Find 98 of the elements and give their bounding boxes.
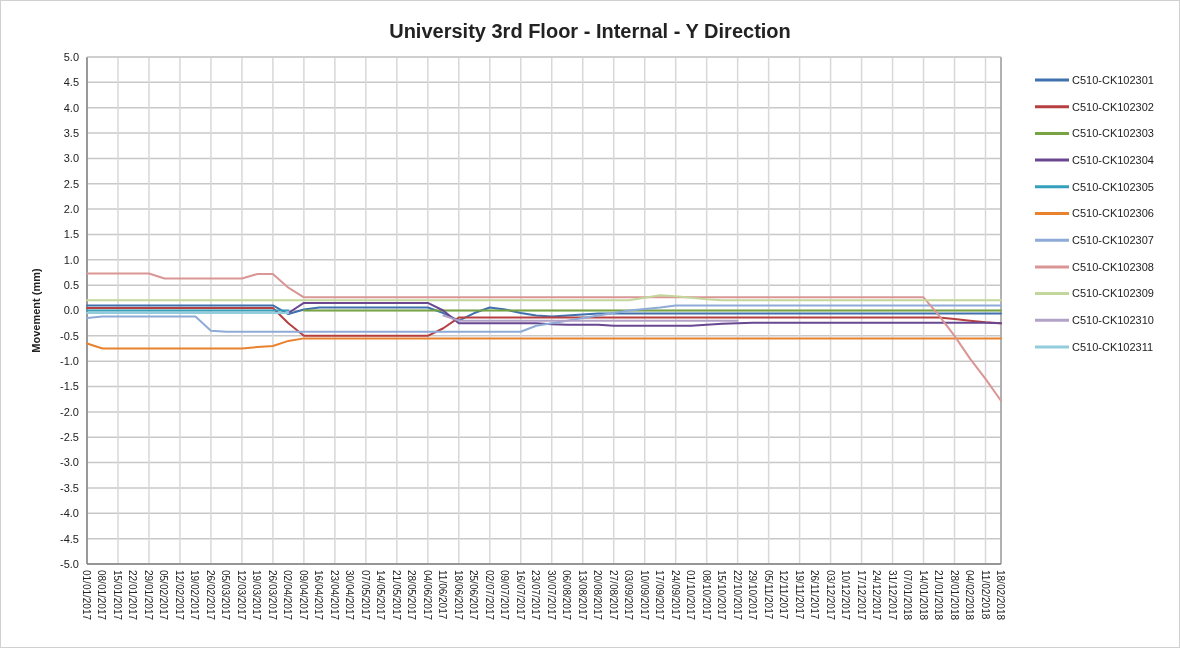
x-tick-label: 29/10/2017	[747, 570, 759, 621]
x-tick-label: 01/10/2017	[685, 570, 697, 621]
x-tick-label: 04/02/2018	[964, 570, 976, 621]
x-tick-label: 24/12/2017	[871, 570, 883, 621]
x-tick-label: 11/02/2018	[979, 570, 991, 620]
x-tick-label: 05/02/2017	[158, 570, 170, 621]
x-tick-label: 08/10/2017	[700, 570, 712, 621]
y-tick-label: 0.5	[63, 279, 79, 291]
x-tick-label: 09/04/2017	[297, 570, 309, 621]
line-series	[86, 337, 1002, 350]
y-tick-label: -1.5	[60, 380, 79, 393]
chart-title: University 3rd Floor - Internal - Y Direction	[389, 20, 791, 42]
x-tick-label: 10/09/2017	[638, 570, 650, 621]
y-tick-label: 3.5	[63, 126, 79, 139]
x-tick-label: 13/08/2017	[576, 570, 588, 621]
line-series	[86, 272, 1002, 402]
x-tick-label: 09/07/2017	[499, 570, 511, 621]
x-tick-label: 29/01/2017	[142, 570, 154, 621]
x-tick-label: 28/05/2017	[406, 570, 418, 621]
y-tick-label: -5.0	[60, 557, 79, 570]
x-tick-label: 25/06/2017	[468, 570, 480, 621]
x-tick-label: 12/02/2017	[173, 570, 185, 621]
y-tick-label: 1.0	[63, 253, 79, 266]
y-tick-label: -3.0	[60, 456, 79, 469]
x-tick-label: 23/07/2017	[530, 570, 542, 621]
x-tick-label: 17/12/2017	[855, 570, 867, 621]
y-tick-label: -4.0	[60, 507, 79, 520]
x-tick-label: 02/04/2017	[282, 570, 294, 621]
y-tick-label: 5.0	[63, 50, 79, 63]
legend-label: C510-CK102304	[1072, 153, 1154, 166]
x-tick-label: 16/07/2017	[514, 570, 526, 621]
x-tick-label: 30/07/2017	[545, 570, 557, 621]
x-tick-label: 19/03/2017	[251, 570, 263, 621]
legend-label: C510-CK102303	[1072, 127, 1154, 140]
x-tick-label: 14/01/2018	[917, 570, 929, 621]
x-tick-label: 19/11/2017	[793, 570, 805, 620]
legend-label: C510-CK102306	[1072, 207, 1154, 220]
legend-label: C510-CK102308	[1072, 260, 1154, 273]
x-tick-label: 03/09/2017	[623, 570, 635, 621]
x-tick-label: 07/05/2017	[359, 570, 371, 621]
x-tick-label: 12/11/2017	[778, 570, 790, 620]
legend-label: C510-CK102311	[1072, 340, 1154, 353]
line-series	[86, 304, 1002, 322]
x-tick-label: 27/08/2017	[607, 570, 619, 621]
legend-label: C510-CK102310	[1072, 314, 1154, 327]
x-tick-label: 05/03/2017	[220, 570, 232, 621]
x-tick-label: 12/03/2017	[235, 570, 247, 621]
line-series	[287, 301, 1002, 327]
legend-label: C510-CK102307	[1072, 234, 1154, 247]
legend-label: C510-CK102301	[1072, 73, 1154, 86]
legend-label: C510-CK102309	[1072, 287, 1154, 300]
x-tick-label: 17/09/2017	[654, 570, 666, 621]
legend-label: C510-CK102302	[1072, 100, 1154, 113]
x-tick-label: 21/01/2018	[933, 570, 945, 621]
x-tick-label: 30/04/2017	[344, 570, 356, 621]
x-tick-label: 11/06/2017	[437, 570, 449, 620]
x-tick-label: 24/09/2017	[669, 570, 681, 621]
x-tick-label: 10/12/2017	[840, 570, 852, 621]
y-tick-label: 4.0	[63, 101, 79, 114]
y-tick-label: 2.0	[63, 202, 79, 215]
x-tick-label: 15/10/2017	[716, 570, 728, 621]
y-axis-title: Movement (mm)	[30, 267, 42, 353]
x-tick-label: 16/04/2017	[313, 570, 325, 621]
x-tick-label: 18/06/2017	[452, 570, 464, 621]
x-tick-label: 31/12/2017	[886, 570, 898, 621]
legend-label: C510-CK102305	[1072, 180, 1154, 193]
x-tick-label: 08/01/2017	[96, 570, 108, 621]
x-tick-label: 22/10/2017	[731, 570, 743, 621]
x-tick-label: 26/03/2017	[266, 570, 278, 621]
y-tick-label: -4.5	[60, 532, 79, 545]
x-tick-label: 22/01/2017	[127, 570, 139, 621]
x-tick-label: 26/02/2017	[204, 570, 216, 621]
x-tick-label: 15/01/2017	[111, 570, 123, 621]
y-tick-label: -2.5	[60, 431, 79, 444]
y-tick-label: -0.5	[60, 329, 79, 342]
y-tick-label: 2.5	[63, 177, 79, 190]
y-tick-label: -1.0	[60, 355, 79, 368]
x-tick-label: 07/01/2018	[902, 570, 914, 621]
y-tick-label: 4.5	[63, 76, 79, 89]
x-tick-label: 19/02/2017	[189, 570, 201, 621]
x-tick-label: 06/08/2017	[561, 570, 573, 621]
x-tick-label: 23/04/2017	[328, 570, 340, 621]
y-tick-label: 0.0	[63, 304, 79, 317]
x-tick-label: 26/11/2017	[809, 570, 821, 620]
x-tick-label: 05/11/2017	[762, 570, 774, 620]
x-tick-label: 20/08/2017	[592, 570, 604, 621]
y-tick-label: 3.0	[63, 152, 79, 165]
x-tick-label: 02/07/2017	[483, 570, 495, 621]
y-tick-label: -2.0	[60, 405, 79, 418]
x-tick-label: 14/05/2017	[375, 570, 387, 621]
y-tick-label: 1.5	[63, 228, 79, 241]
x-tick-label: 04/06/2017	[421, 570, 433, 621]
x-tick-label: 03/12/2017	[824, 570, 836, 621]
x-tick-label: 01/01/2017	[81, 570, 92, 621]
x-tick-label: 28/01/2018	[948, 570, 960, 621]
x-tick-label: 21/05/2017	[390, 570, 402, 621]
y-tick-label: -3.5	[60, 481, 79, 494]
x-tick-label: 18/02/2018	[995, 570, 1006, 621]
